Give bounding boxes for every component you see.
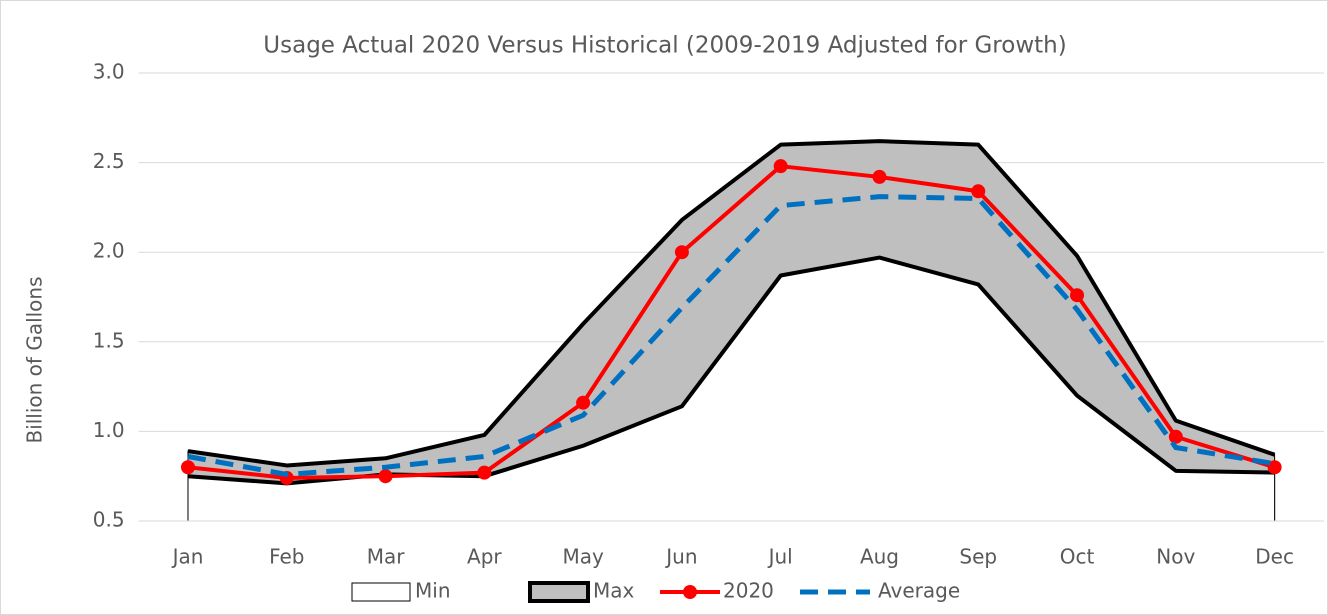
legend-swatch [351, 582, 411, 602]
marker [1070, 288, 1085, 303]
line [187, 194, 1276, 477]
marker [872, 169, 887, 184]
marker [477, 465, 492, 480]
legend-label: Min [415, 579, 451, 603]
x-tick-label: Aug [860, 545, 899, 569]
y-tick-label: 3.0 [93, 60, 125, 84]
x-tick-label: Jan [171, 545, 204, 569]
x-tick-label: Jul [767, 545, 793, 569]
x-tick-label: May [562, 545, 604, 569]
area-edge [187, 139, 1276, 468]
legend-label: Max [593, 579, 635, 603]
marker [773, 159, 788, 174]
marker [971, 184, 986, 199]
x-tick-label: Nov [1156, 545, 1195, 569]
x-tick-label: Dec [1255, 545, 1294, 569]
marker [1267, 460, 1282, 475]
y-tick-label: 1.0 [93, 418, 125, 442]
line [187, 164, 1276, 480]
y-tick-label: 1.5 [93, 328, 125, 352]
legend-marker [683, 585, 697, 599]
y-tick-label: 2.0 [93, 239, 125, 263]
x-tick-label: Feb [269, 545, 304, 569]
marker [180, 460, 195, 475]
y-tick-label: 0.5 [93, 508, 125, 532]
marker [1168, 429, 1183, 444]
x-tick-label: Mar [367, 545, 406, 569]
chart-title: Usage Actual 2020 Versus Historical (200… [263, 33, 1066, 59]
x-tick-label: Apr [467, 545, 502, 569]
marker [674, 245, 689, 260]
legend-label: Average [878, 579, 960, 603]
x-tick-label: Jun [664, 545, 697, 569]
y-tick-label: 2.5 [93, 149, 125, 173]
marker [576, 395, 591, 410]
marker [378, 469, 393, 484]
y-axis-label: Billion of Gallons [23, 276, 47, 443]
x-tick-label: Sep [959, 545, 997, 569]
legend-label: 2020 [723, 579, 774, 603]
x-tick-label: Oct [1060, 545, 1095, 569]
legend-swatch [528, 581, 590, 603]
